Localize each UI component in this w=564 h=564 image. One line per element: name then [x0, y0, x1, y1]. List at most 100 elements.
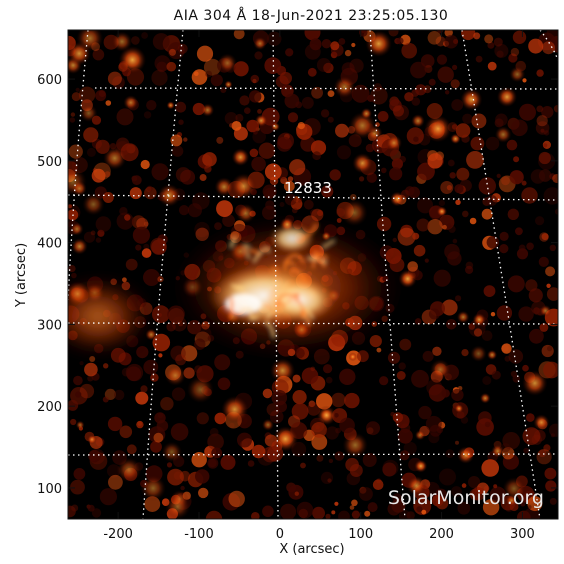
plage-speck: [304, 30, 321, 41]
plage-speck: [523, 447, 530, 454]
plage-speck: [95, 216, 112, 232]
plage-speck: [310, 366, 316, 372]
plage-speck: [494, 118, 504, 128]
plage-speck: [87, 504, 95, 512]
plage-speck: [427, 219, 443, 235]
plage-speck: [301, 96, 314, 109]
plage-speck: [506, 139, 518, 151]
plage-speck: [307, 402, 321, 416]
plage-speck: [136, 217, 149, 230]
plage-speck: [316, 454, 324, 462]
network-patch: [316, 405, 337, 426]
y-tick-label: 300: [37, 318, 62, 333]
plage-speck: [258, 142, 275, 159]
plage-speck: [366, 172, 377, 183]
plage-speck: [502, 447, 515, 460]
plage-speck: [151, 69, 168, 86]
plage-speck: [451, 99, 464, 111]
plage-speck: [131, 215, 146, 229]
plage-speck: [520, 501, 526, 507]
plage-speck: [536, 115, 548, 127]
plage-speck: [345, 457, 359, 472]
plage-speck: [92, 48, 105, 61]
plage-speck: [481, 459, 500, 477]
plage-speck: [416, 218, 430, 232]
plage-speck: [146, 100, 157, 111]
plage-speck: [432, 346, 442, 356]
plage-speck: [129, 187, 142, 200]
plage-speck: [166, 322, 176, 332]
plage-speck: [146, 185, 153, 192]
plage-speck: [418, 405, 432, 420]
plage-speck: [424, 258, 429, 263]
plage-speck: [325, 426, 339, 440]
coronal-loop: [239, 308, 253, 318]
plage-speck: [538, 169, 552, 182]
plage-speck: [269, 409, 284, 424]
x-tick-label: -100: [184, 527, 214, 542]
plage-speck: [359, 487, 373, 501]
network-patch: [254, 114, 268, 127]
network-patch: [479, 392, 491, 404]
network-patch: [82, 193, 105, 216]
plage-speck: [249, 90, 262, 103]
plage-speck: [285, 48, 294, 57]
plage-speck: [157, 312, 162, 318]
plage-speck: [68, 399, 79, 411]
plage-speck: [79, 361, 84, 366]
network-patch: [71, 238, 88, 255]
plage-speck: [473, 328, 483, 337]
plage-speck: [321, 39, 332, 49]
plage-speck: [183, 137, 188, 142]
plage-speck: [530, 169, 546, 184]
plage-speck: [287, 112, 299, 123]
plage-speck: [312, 151, 322, 161]
plage-speck: [295, 101, 303, 109]
x-tick-label: 200: [429, 527, 454, 542]
plage-speck: [447, 251, 462, 266]
plage-speck: [303, 199, 314, 210]
plage-speck: [397, 428, 413, 444]
plage-speck: [202, 152, 217, 167]
plage-speck: [336, 145, 352, 160]
plage-speck: [515, 227, 523, 236]
network-patch: [224, 80, 233, 89]
plage-speck: [73, 375, 83, 386]
plage-speck: [502, 432, 520, 450]
coronal-loop: [229, 296, 234, 318]
plage-speck: [254, 51, 263, 60]
image-title: AIA 304 Å 18-Jun-2021 23:25:05.130: [174, 7, 449, 24]
network-patch: [262, 418, 274, 431]
plage-speck: [541, 233, 549, 241]
plage-speck: [217, 377, 231, 391]
y-tick-label: 100: [37, 482, 62, 497]
plage-speck: [196, 412, 209, 425]
plage-speck: [433, 269, 451, 287]
network-patch: [348, 352, 358, 362]
active-region-label: 12833: [284, 179, 332, 197]
coronal-loop: [290, 267, 308, 282]
plage-speck: [68, 144, 83, 159]
plage-speck: [545, 266, 556, 277]
plage-speck: [401, 42, 418, 59]
y-axis-ticks: 100 200 300 400 500 600: [37, 73, 558, 497]
plage-speck: [455, 199, 461, 205]
plage-speck: [323, 364, 333, 374]
plage-speck: [541, 344, 554, 358]
plage-speck: [229, 422, 235, 429]
network-patch: [253, 36, 267, 51]
network-patch: [360, 107, 373, 120]
plage-speck: [79, 383, 95, 399]
plage-speck: [90, 230, 96, 236]
plage-speck: [166, 61, 177, 72]
plage-speck: [538, 256, 549, 267]
plage-speck: [140, 385, 148, 393]
plage-speck: [444, 34, 459, 49]
network-patch: [111, 31, 133, 52]
plage-speck: [481, 330, 493, 342]
plage-speck: [373, 83, 382, 92]
network-patch: [231, 148, 250, 166]
plage-speck: [336, 218, 342, 223]
plage-speck: [205, 70, 213, 78]
